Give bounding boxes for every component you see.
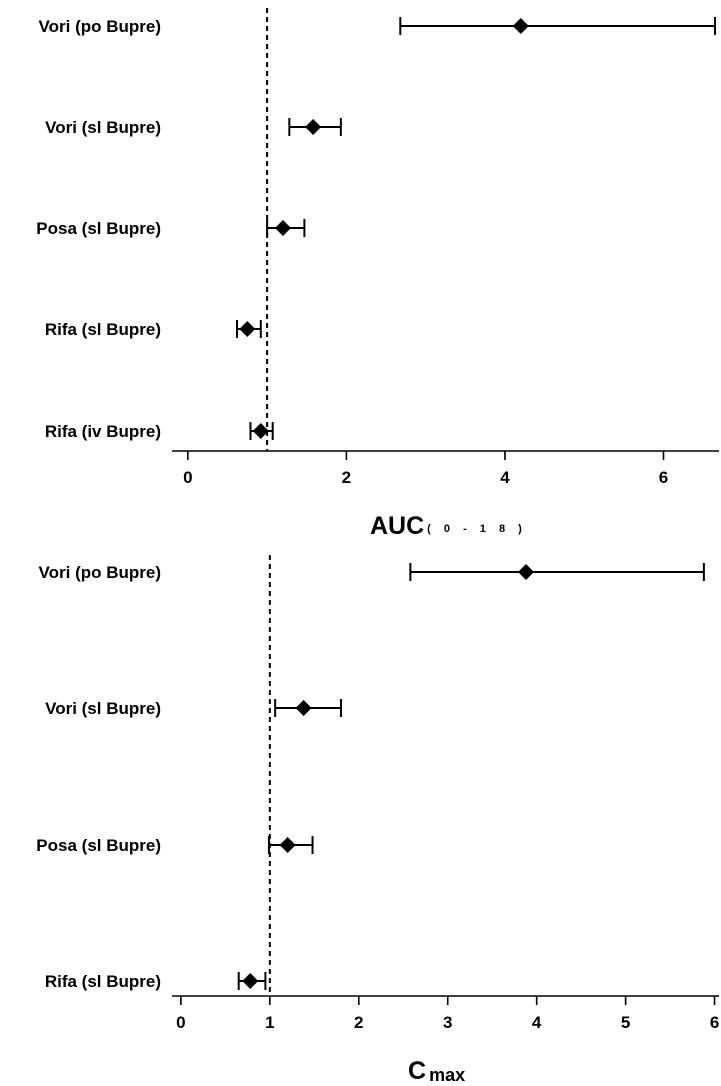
x-tick-label: 0 [183, 468, 192, 487]
x-tick-label: 0 [176, 1013, 185, 1032]
x-tick-label: 4 [532, 1013, 542, 1032]
category-label: Vori (sl Bupre) [45, 118, 161, 137]
x-axis-label: AUC [370, 512, 424, 540]
estimate-point [305, 119, 322, 135]
x-axis-label: C [408, 1057, 426, 1085]
category-label: Posa (sl Bupre) [36, 219, 161, 238]
x-axis-label-subscript: ( 0 - 1 8 ) [427, 523, 527, 535]
x-axis-label-subscript: max [429, 1065, 465, 1085]
estimate-point [279, 837, 296, 853]
x-tick-label: 4 [500, 468, 510, 487]
x-tick-label: 5 [621, 1013, 630, 1032]
x-tick-label: 2 [354, 1013, 363, 1032]
cmax-forest-plot: 0 1 2 3 4 5 6 Vori (po Bupre) Vori (sl Bupre) Pos… [36, 555, 719, 1085]
category-label: Rifa (sl Bupre) [45, 320, 161, 339]
category-label: Rifa (iv Bupre) [45, 422, 161, 441]
estimate-point [512, 18, 529, 34]
category-label: Vori (sl Bupre) [45, 699, 161, 718]
category-label: Rifa (sl Bupre) [45, 972, 161, 991]
x-tick-label: 6 [659, 468, 668, 487]
x-tick-label: 6 [710, 1013, 719, 1032]
category-label: Vori (po Bupre) [39, 563, 161, 582]
auc-forest-plot: 0 2 4 6 Vori (po Bupre) Vori (sl Bupre) Posa (… [36, 8, 719, 540]
x-tick-label: 1 [265, 1013, 274, 1032]
estimate-point [242, 973, 259, 989]
category-label: Vori (po Bupre) [39, 17, 161, 36]
x-tick-label: 3 [443, 1013, 452, 1032]
estimate-point [252, 423, 269, 439]
estimate-point [295, 700, 312, 716]
x-tick-label: 2 [342, 468, 351, 487]
category-label: Posa (sl Bupre) [36, 836, 161, 855]
estimate-point [239, 321, 256, 337]
estimate-point [517, 564, 534, 580]
estimate-point [274, 220, 291, 236]
